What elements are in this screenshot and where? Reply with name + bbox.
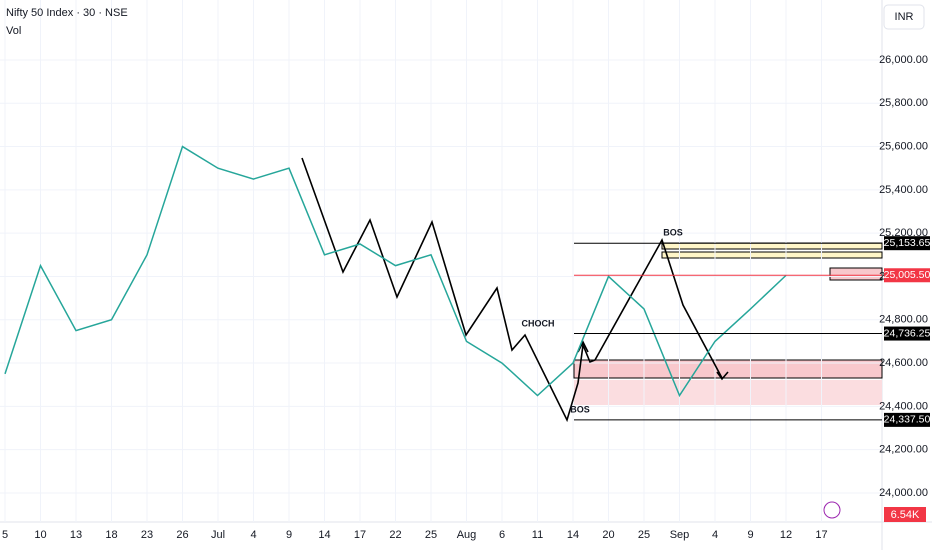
x-tick-label: 25	[638, 529, 650, 541]
x-tick-label: 14	[567, 529, 579, 541]
x-tick-label: 11	[532, 529, 543, 541]
x-tick-label: 13	[70, 529, 82, 541]
level-badge	[884, 268, 930, 283]
x-tick-label: 18	[105, 529, 117, 541]
chart-title: Nifty 50 Index · 30 · NSE	[6, 7, 128, 19]
x-tick-label: 10	[34, 529, 46, 541]
x-tick-label: 20	[602, 529, 614, 541]
x-tick-label: 14	[318, 529, 330, 541]
currency[interactable]: INR	[895, 11, 914, 23]
x-tick-label: Jul	[211, 529, 225, 541]
demand-zone	[573, 359, 883, 379]
y-tick-label: 25,800.00	[879, 97, 928, 109]
x-tick-label: 9	[286, 529, 292, 541]
y-tick-label: 26,000.00	[879, 54, 928, 66]
x-tick-label: 23	[141, 529, 153, 541]
demand-zone	[574, 380, 882, 405]
x-tick-label: 12	[780, 529, 792, 541]
y-tick-label: 25,600.00	[879, 140, 928, 152]
y-tick-label: 24,200.00	[879, 444, 928, 456]
y-tick-label: 24,600.00	[879, 357, 928, 369]
zones	[0, 0, 883, 522]
level-label: 25,153.65	[884, 237, 931, 249]
annotation: BOS	[570, 404, 590, 414]
x-tick-label: 4	[712, 529, 718, 541]
level-label: 24,337.50	[884, 414, 931, 426]
price-line	[4, 145, 787, 398]
level-label: 24,736.25	[884, 327, 931, 339]
price-zone	[829, 267, 883, 281]
annotation: BOS	[663, 227, 683, 237]
y-tick-label: 24,000.00	[879, 487, 928, 499]
level-badge	[884, 412, 930, 427]
supply-zone	[661, 242, 883, 250]
y-tick-label: 24,800.00	[879, 314, 928, 326]
x-tick-label: 26	[176, 529, 188, 541]
x-tick-label: 22	[389, 529, 401, 541]
volume-label: Vol	[6, 25, 21, 37]
y-tick-label: 24,400.00	[879, 400, 928, 412]
flash-icon[interactable]	[823, 501, 841, 519]
arrow-head	[716, 371, 729, 381]
x-tick-label: 25	[425, 529, 437, 541]
x-tick-label: 4	[250, 529, 256, 541]
x-tick-label: 17	[815, 529, 827, 541]
x-tick-label: Aug	[457, 529, 477, 541]
supply-zone	[661, 251, 883, 259]
currency-button[interactable]	[883, 4, 925, 30]
x-tick-label: 6	[499, 529, 505, 541]
level-badge	[884, 236, 930, 251]
level-badge	[884, 326, 930, 341]
x-tick-label: 5	[2, 529, 8, 541]
volume-value: 6.54K	[891, 509, 920, 521]
structure-zigzag	[301, 157, 723, 423]
y-tick-label: 25,200.00	[879, 227, 928, 239]
level-label: 25,005.50	[884, 269, 931, 281]
x-tick-label: Sep	[670, 529, 690, 541]
x-tick-label: 9	[747, 529, 753, 541]
volume-badge	[884, 507, 926, 522]
annotation: CHOCH	[522, 318, 555, 328]
x-tick-label: 17	[354, 529, 366, 541]
y-tick-label: 25,400.00	[879, 184, 928, 196]
